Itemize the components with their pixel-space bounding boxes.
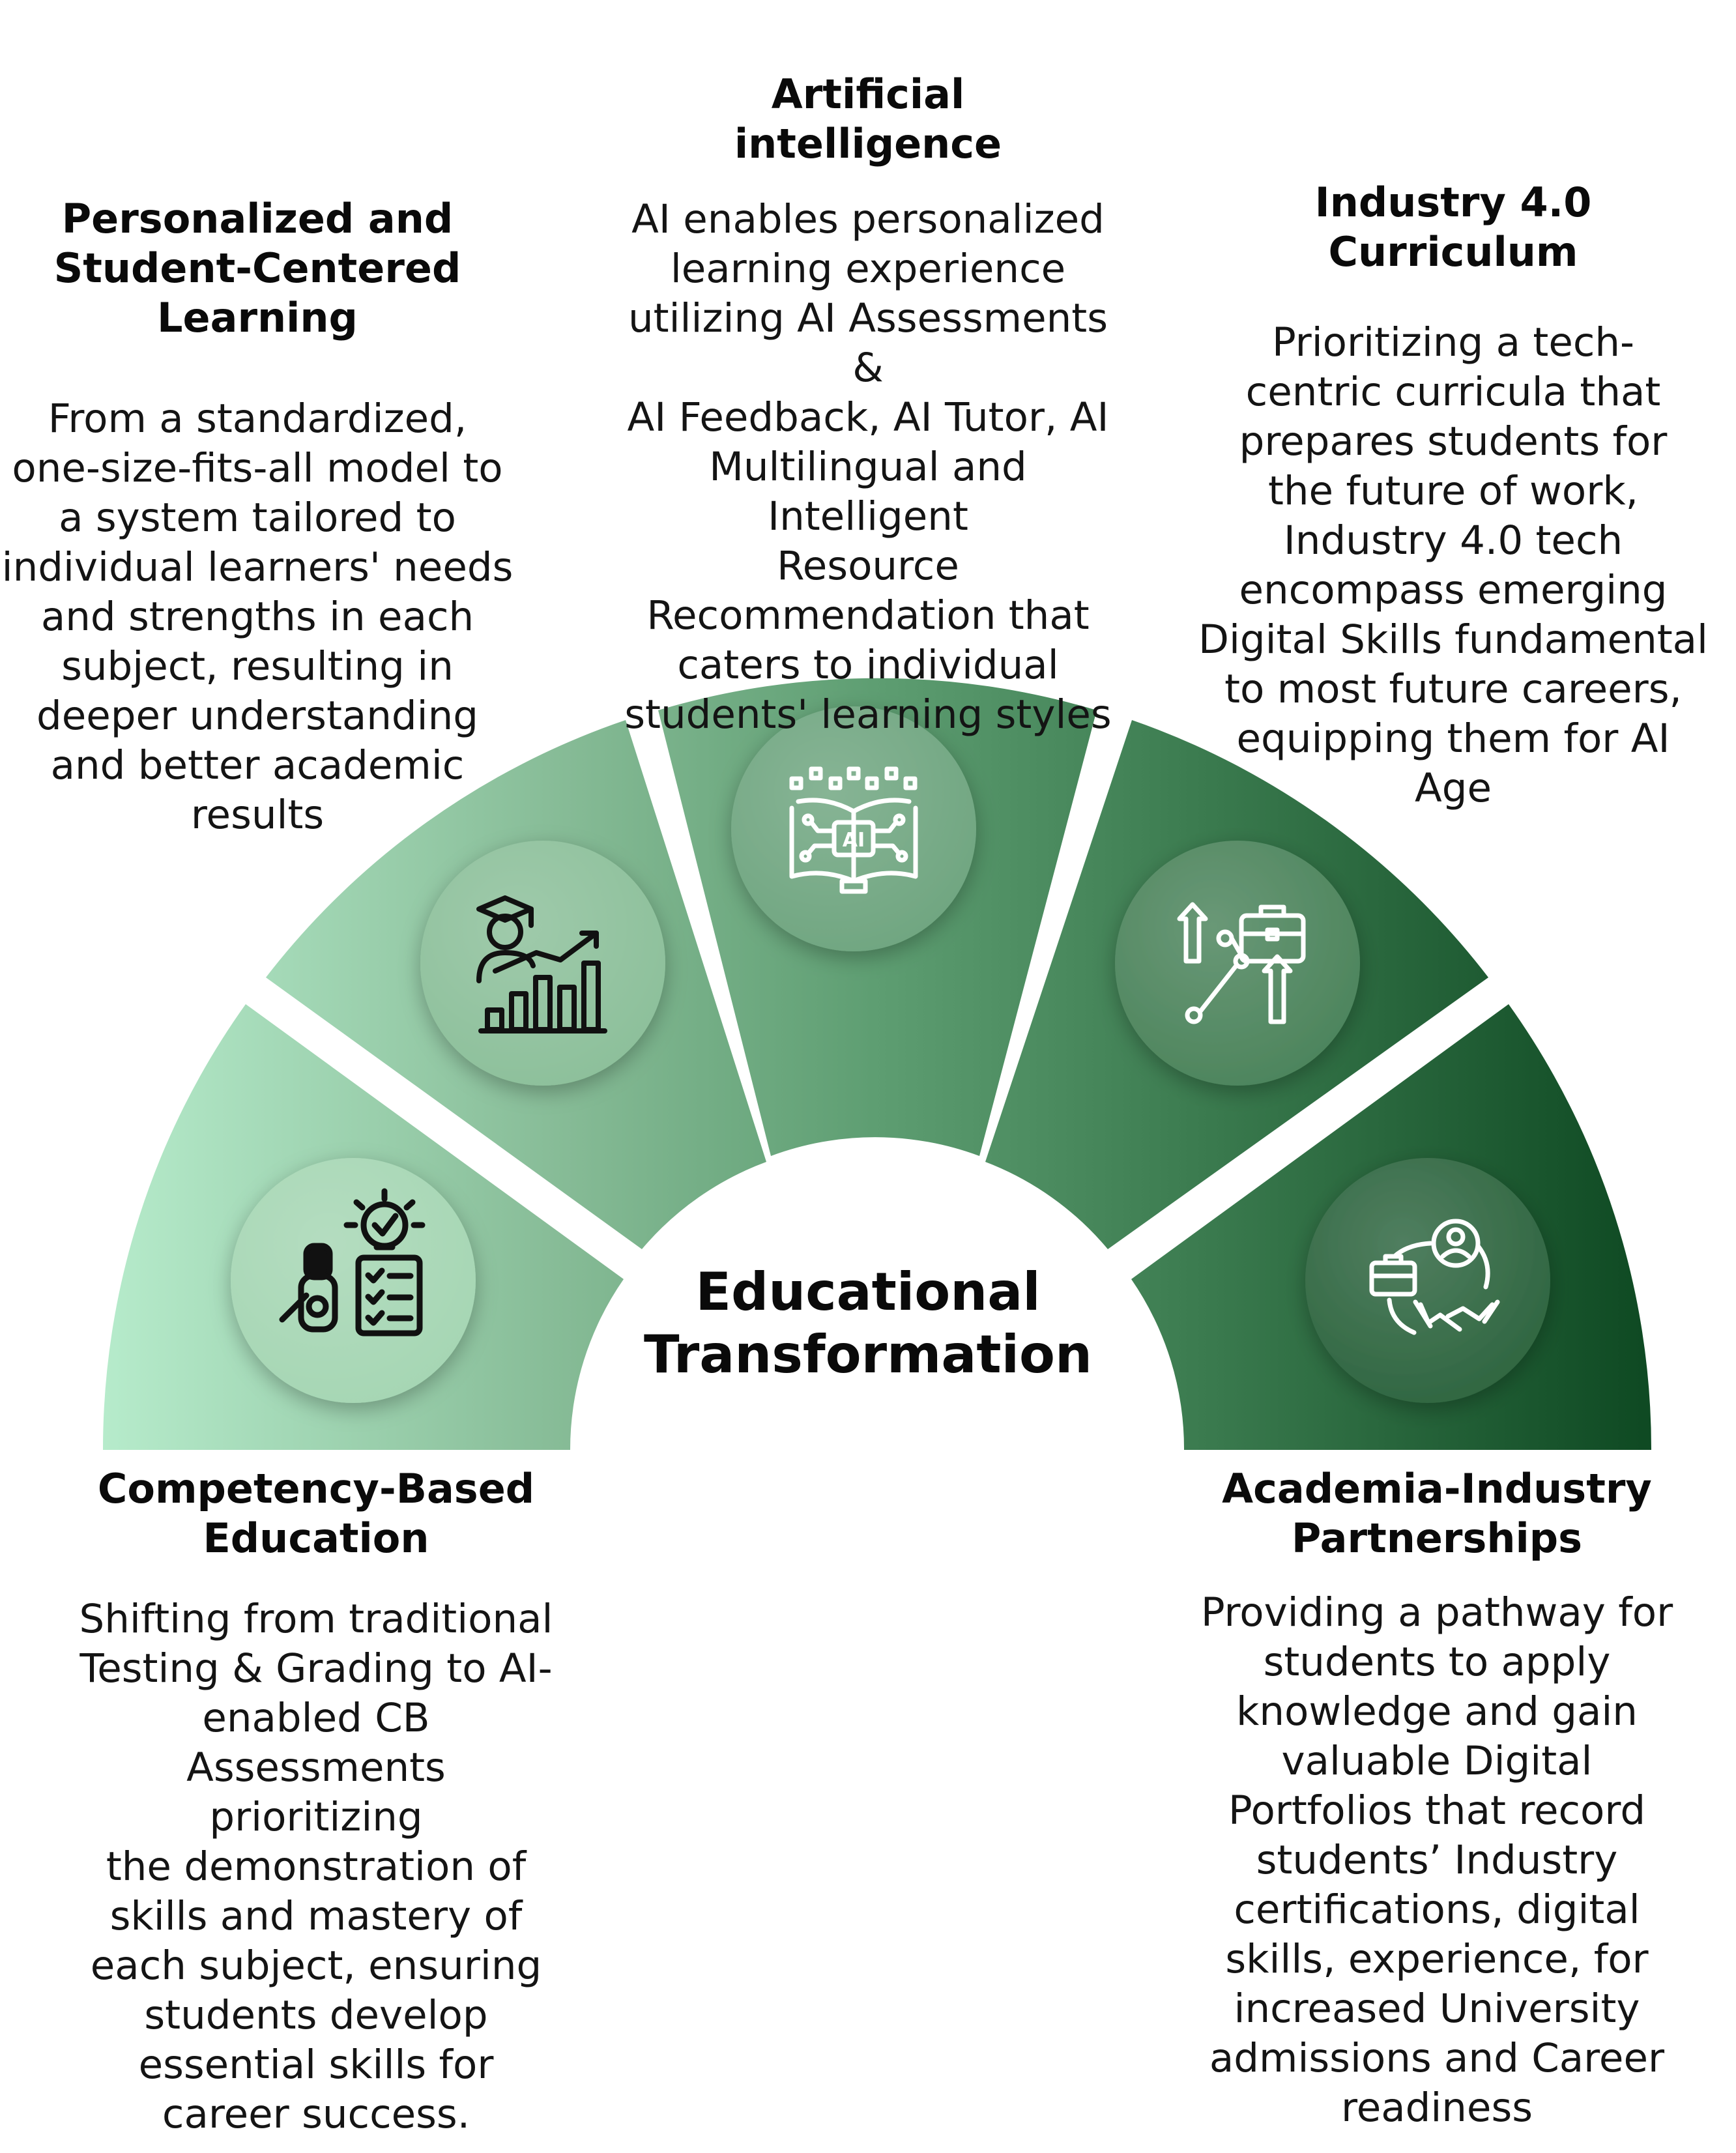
ai-heading: Artificial intelligence (607, 70, 1129, 169)
robot-checklist-lightbulb-icon (279, 1188, 426, 1337)
personalized-description: From a standardized, one-size-fits-all m… (0, 394, 515, 840)
desc-line: certifications, digital (1234, 1886, 1640, 1933)
competency-description: Shifting from traditional Testing & Grad… (75, 1595, 557, 2139)
desc-line: readiness (1340, 2085, 1533, 2131)
heading-line: Industry 4.0 (1314, 179, 1592, 226)
desc-line: Industry 4.0 tech (1283, 517, 1623, 564)
partnerships-block: Academia-Industry Partnerships Providing… (1183, 1464, 1691, 2133)
desc-line: subject, resulting in (61, 643, 454, 689)
desc-line: enabled CB (202, 1695, 430, 1741)
desc-line: Multilingual and Intelligent (709, 444, 1027, 540)
heading-line: Education (203, 1514, 429, 1562)
ai-block: Artificial intelligence AI enables perso… (607, 70, 1129, 740)
desc-line: individual learners' needs (1, 544, 514, 590)
ai-book-circuit-icon: AI (789, 766, 918, 894)
personalized-heading: Personalized and Student-Centered Learni… (0, 194, 515, 343)
desc-line: AI enables personalized (631, 196, 1105, 242)
desc-line: each subject, ensuring (90, 1943, 542, 1989)
desc-line: to most future careers, (1224, 666, 1682, 712)
graduate-growth-chart-icon (476, 895, 607, 1033)
desc-line: results (190, 792, 325, 838)
heading-line: Competency-Based (97, 1465, 535, 1512)
desc-line: essential skills for (138, 2042, 494, 2088)
icon-circle-partnerships (1305, 1158, 1550, 1403)
heading-line: Personalized and (61, 195, 454, 242)
desc-line: centric curricula that (1245, 369, 1661, 415)
desc-line: the demonstration of (106, 1843, 527, 1890)
desc-line: Shifting from traditional (79, 1596, 553, 1642)
industry-heading: Industry 4.0 Curriculum (1193, 178, 1714, 277)
desc-line: Testing & Grading to AI- (80, 1645, 553, 1692)
desc-line: prepares students for (1239, 418, 1668, 465)
desc-line: Recommendation that (646, 592, 1090, 639)
partnerships-description: Providing a pathway for students to appl… (1183, 1588, 1691, 2133)
handshake-network-icon (1369, 1219, 1500, 1335)
icon-circle-competency (231, 1158, 476, 1403)
heading-line: Learning (157, 294, 358, 341)
heading-line: intelligence (734, 120, 1002, 167)
industry-description: Prioritizing a tech- centric curricula t… (1193, 318, 1714, 813)
desc-line: students develop (144, 1992, 488, 2038)
desc-line: students’ Industry (1256, 1837, 1618, 1883)
center-title-line2: Transformation (644, 1324, 1092, 1385)
desc-line: career success. (162, 2091, 470, 2137)
desc-line: students' learning styles (624, 691, 1112, 738)
desc-line: Age (1415, 765, 1492, 811)
desc-line: students to apply (1263, 1639, 1611, 1685)
desc-line: From a standardized, (48, 396, 467, 442)
ai-description: AI enables personalized learning experie… (607, 195, 1129, 740)
desc-line: AI Feedback, AI Tutor, AI (627, 394, 1109, 441)
competency-block: Competency-Based Education Shifting from… (75, 1464, 557, 2139)
desc-line: caters to individual (677, 642, 1059, 688)
desc-line: Providing a pathway for (1200, 1589, 1673, 1636)
desc-line: Portfolios that record (1228, 1787, 1646, 1834)
desc-line: the future of work, (1267, 468, 1639, 514)
heading-line: Student-Centered (53, 244, 461, 292)
desc-line: Resource (777, 543, 959, 589)
desc-line: utilizing AI Assessments & (628, 295, 1108, 391)
industry-block: Industry 4.0 Curriculum Prioritizing a t… (1193, 178, 1714, 813)
desc-line: skills, experience, for (1225, 1936, 1649, 1982)
personalized-block: Personalized and Student-Centered Learni… (0, 194, 515, 840)
center-title: Educational Transformation (607, 1261, 1129, 1386)
desc-line: encompass emerging (1239, 567, 1668, 613)
heading-line: Artificial (771, 70, 965, 118)
partnerships-heading: Academia-Industry Partnerships (1183, 1464, 1691, 1563)
desc-line: Prioritizing a tech- (1271, 319, 1635, 366)
desc-line: and strengths in each (40, 594, 474, 640)
competency-heading: Competency-Based Education (75, 1464, 557, 1563)
center-title-line1: Educational (695, 1262, 1041, 1322)
desc-line: and better academic (50, 742, 465, 788)
heading-line: Partnerships (1291, 1514, 1583, 1562)
svg-text:AI: AI (843, 829, 865, 852)
desc-line: valuable Digital (1281, 1738, 1593, 1784)
desc-line: deeper understanding (36, 693, 478, 739)
heading-line: Academia-Industry (1222, 1465, 1652, 1512)
desc-line: skills and mastery of (109, 1893, 523, 1939)
desc-line: equipping them for AI (1236, 715, 1670, 762)
desc-line: a system tailored to (59, 495, 456, 541)
heading-line: Curriculum (1328, 228, 1578, 276)
desc-line: Assessments prioritizing (186, 1744, 446, 1840)
icon-circle-personalized (420, 841, 665, 1086)
briefcase-career-path-icon (1177, 902, 1306, 1024)
desc-line: learning experience (670, 246, 1066, 292)
desc-line: Digital Skills fundamental (1198, 616, 1709, 663)
desc-line: knowledge and gain (1236, 1688, 1638, 1735)
desc-line: increased University (1234, 1986, 1640, 2032)
desc-line: one-size-fits-all model to (12, 445, 503, 491)
desc-line: admissions and Career (1209, 2035, 1665, 2081)
